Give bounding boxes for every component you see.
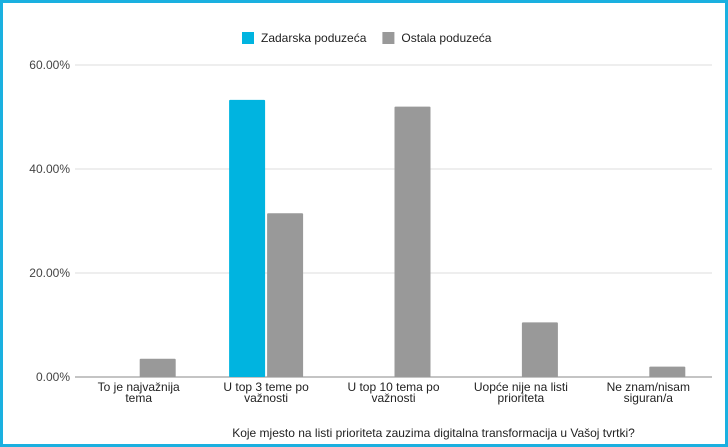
x-tick-label: Uopće nije na listi prioriteta (474, 380, 568, 405)
legend-swatch (242, 32, 254, 44)
legend-swatch (382, 32, 395, 44)
x-tick-label: Ne znam/nisam siguran/a (607, 380, 690, 405)
legend-label: Ostala poduzeća (401, 31, 491, 45)
bar-ostala (139, 358, 176, 377)
y-tick-label: 60.00% (29, 58, 70, 72)
x-axis-label: Koje mjesto na listi prioriteta zauzima … (232, 426, 635, 440)
bar-ostala (521, 322, 558, 377)
bar-ostala (394, 106, 431, 377)
y-tick-label: 40.00% (29, 162, 70, 176)
x-tick-label: U top 3 teme po važnosti (223, 380, 309, 405)
y-tick-label: 20.00% (29, 266, 70, 280)
bar-zadarska (229, 99, 266, 377)
x-tick-label: U top 10 tema po važnosti (347, 380, 439, 405)
bar-ostala (649, 366, 686, 377)
y-tick-label: 0.00% (36, 370, 70, 384)
legend-label: Zadarska poduzeća (261, 31, 367, 45)
x-tick-label: To je najvažnija tema (98, 380, 180, 405)
bar-ostala (267, 213, 304, 377)
